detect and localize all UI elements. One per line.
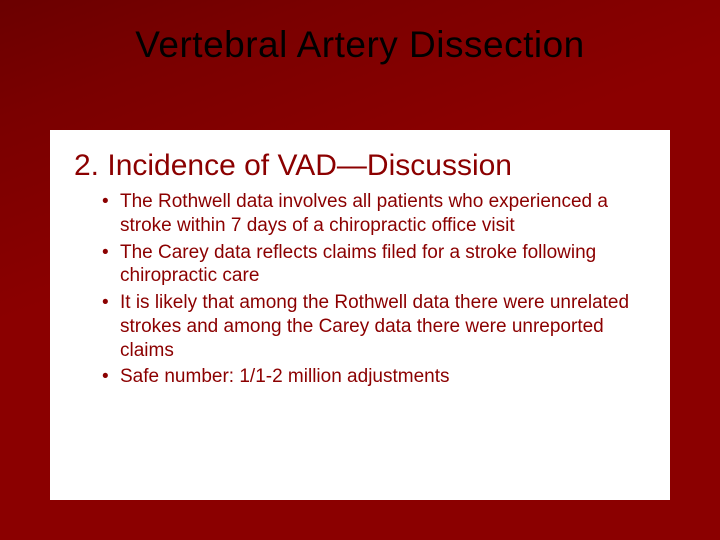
content-box: 2. Incidence of VAD—Discussion The Rothw…: [50, 130, 670, 500]
bullet-list: The Rothwell data involves all patients …: [74, 190, 646, 389]
list-item: The Carey data reflects claims filed for…: [102, 241, 646, 289]
slide: Vertebral Artery Dissection 2. Incidence…: [0, 0, 720, 540]
list-item: It is likely that among the Rothwell dat…: [102, 291, 646, 362]
list-item: Safe number: 1/1-2 million adjustments: [102, 365, 646, 389]
slide-title: Vertebral Artery Dissection: [0, 24, 720, 66]
list-item: The Rothwell data involves all patients …: [102, 190, 646, 238]
subheading: 2. Incidence of VAD—Discussion: [74, 148, 646, 184]
